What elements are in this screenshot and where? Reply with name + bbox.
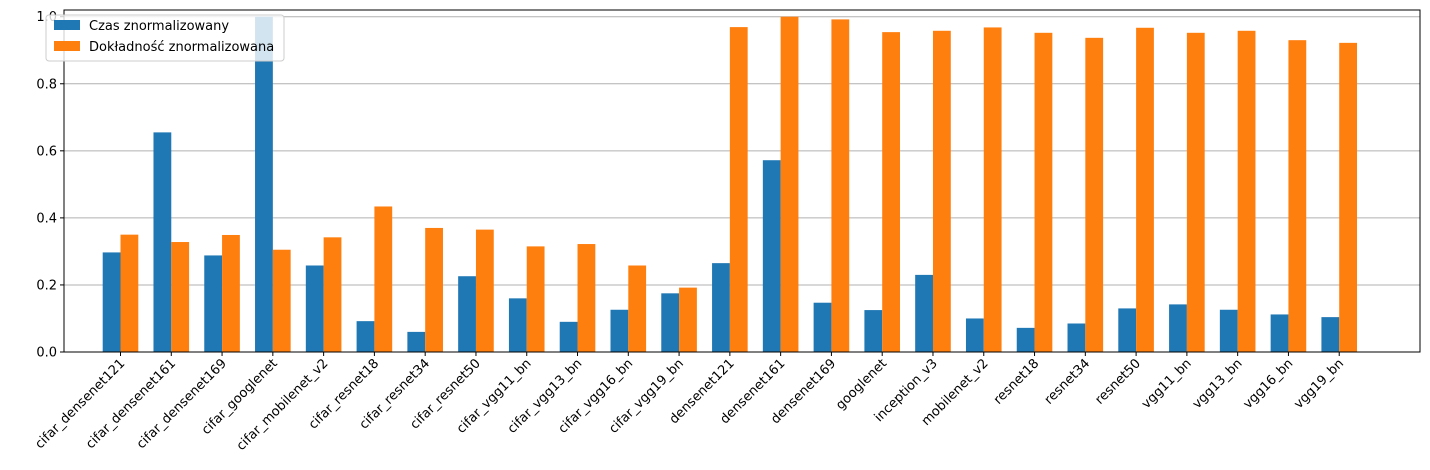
bar: [425, 227, 443, 352]
bar: [1219, 309, 1238, 352]
bar: [102, 252, 121, 352]
bar: [864, 310, 883, 352]
bar: [458, 276, 476, 352]
bar: [577, 244, 596, 352]
bar: [526, 246, 545, 352]
bar: [171, 242, 190, 352]
bar: [780, 16, 799, 353]
bar: [222, 234, 240, 352]
legend-label: Czas znormalizowany: [89, 19, 229, 34]
bar: [965, 318, 984, 352]
x-tick-label: resnet34: [1042, 356, 1093, 407]
x-tick-label: cifar_densenet161: [83, 356, 179, 452]
y-tick-label: 0.0: [36, 346, 57, 361]
bar: [559, 321, 578, 352]
bar: [475, 229, 494, 352]
bar: [1270, 314, 1289, 352]
y-tick-label: 0.2: [36, 278, 57, 293]
bar: [762, 160, 781, 352]
legend-swatch: [54, 41, 80, 51]
x-tick-label: cifar_densenet169: [134, 356, 230, 452]
bar: [915, 274, 933, 352]
bar: [661, 293, 680, 352]
legend-label: Dokładność znormalizowana: [89, 40, 274, 55]
bar: [272, 249, 291, 352]
bar: [610, 309, 629, 352]
plot-frame: [63, 9, 1421, 353]
bar: [120, 234, 139, 352]
bar: [1321, 317, 1340, 352]
x-tick-label: resnet18: [991, 356, 1042, 407]
bar: [1016, 327, 1035, 352]
legend-box: [45, 14, 285, 62]
x-axis: cifar_densenet121cifar_densenet161cifar_…: [32, 352, 1347, 454]
bar: [204, 255, 223, 352]
bar: [1288, 40, 1307, 352]
x-tick-label: vgg19_bn: [1291, 356, 1347, 412]
bar: [932, 30, 951, 352]
bar: [1118, 308, 1137, 352]
bar: [1186, 32, 1205, 353]
y-tick-label: 0.8: [36, 77, 57, 92]
bar: [1034, 32, 1053, 353]
bar: [356, 321, 375, 352]
bar: [1169, 304, 1187, 352]
y-axis: 0.00.20.40.60.81.0: [36, 10, 64, 361]
bar: [628, 265, 647, 352]
bar: [255, 16, 273, 353]
bar: [1237, 30, 1256, 352]
bar: [729, 27, 748, 352]
bar: [813, 302, 832, 352]
bar: [374, 206, 393, 352]
bar: [305, 265, 324, 352]
bars: [102, 16, 1358, 353]
bar: [679, 287, 697, 352]
y-tick-label: 0.4: [36, 211, 57, 226]
x-tick-label: resnet50: [1093, 356, 1144, 407]
bar: [1067, 323, 1086, 352]
x-tick-label: cifar_mobilenet_v2: [234, 356, 332, 454]
bar: [407, 331, 426, 352]
legend-swatch: [54, 20, 80, 30]
x-tick-label: vgg13_bn: [1190, 356, 1246, 412]
y-tick-label: 0.6: [36, 144, 57, 159]
bar: [712, 263, 730, 352]
bar: [1085, 37, 1104, 353]
x-tick-label: vgg11_bn: [1139, 356, 1195, 412]
bar: [1339, 42, 1358, 352]
bar: [508, 298, 527, 352]
bar: [882, 32, 900, 352]
bar: [1136, 27, 1154, 352]
legend: Czas znormalizowany Dokładność znormaliz…: [45, 14, 285, 62]
x-tick-label: cifar_densenet121: [32, 356, 128, 452]
x-tick-label: vgg16_bn: [1241, 356, 1297, 412]
bar: [323, 237, 342, 352]
bar: [983, 27, 1002, 352]
bar: [831, 19, 850, 352]
bar: [153, 132, 172, 352]
